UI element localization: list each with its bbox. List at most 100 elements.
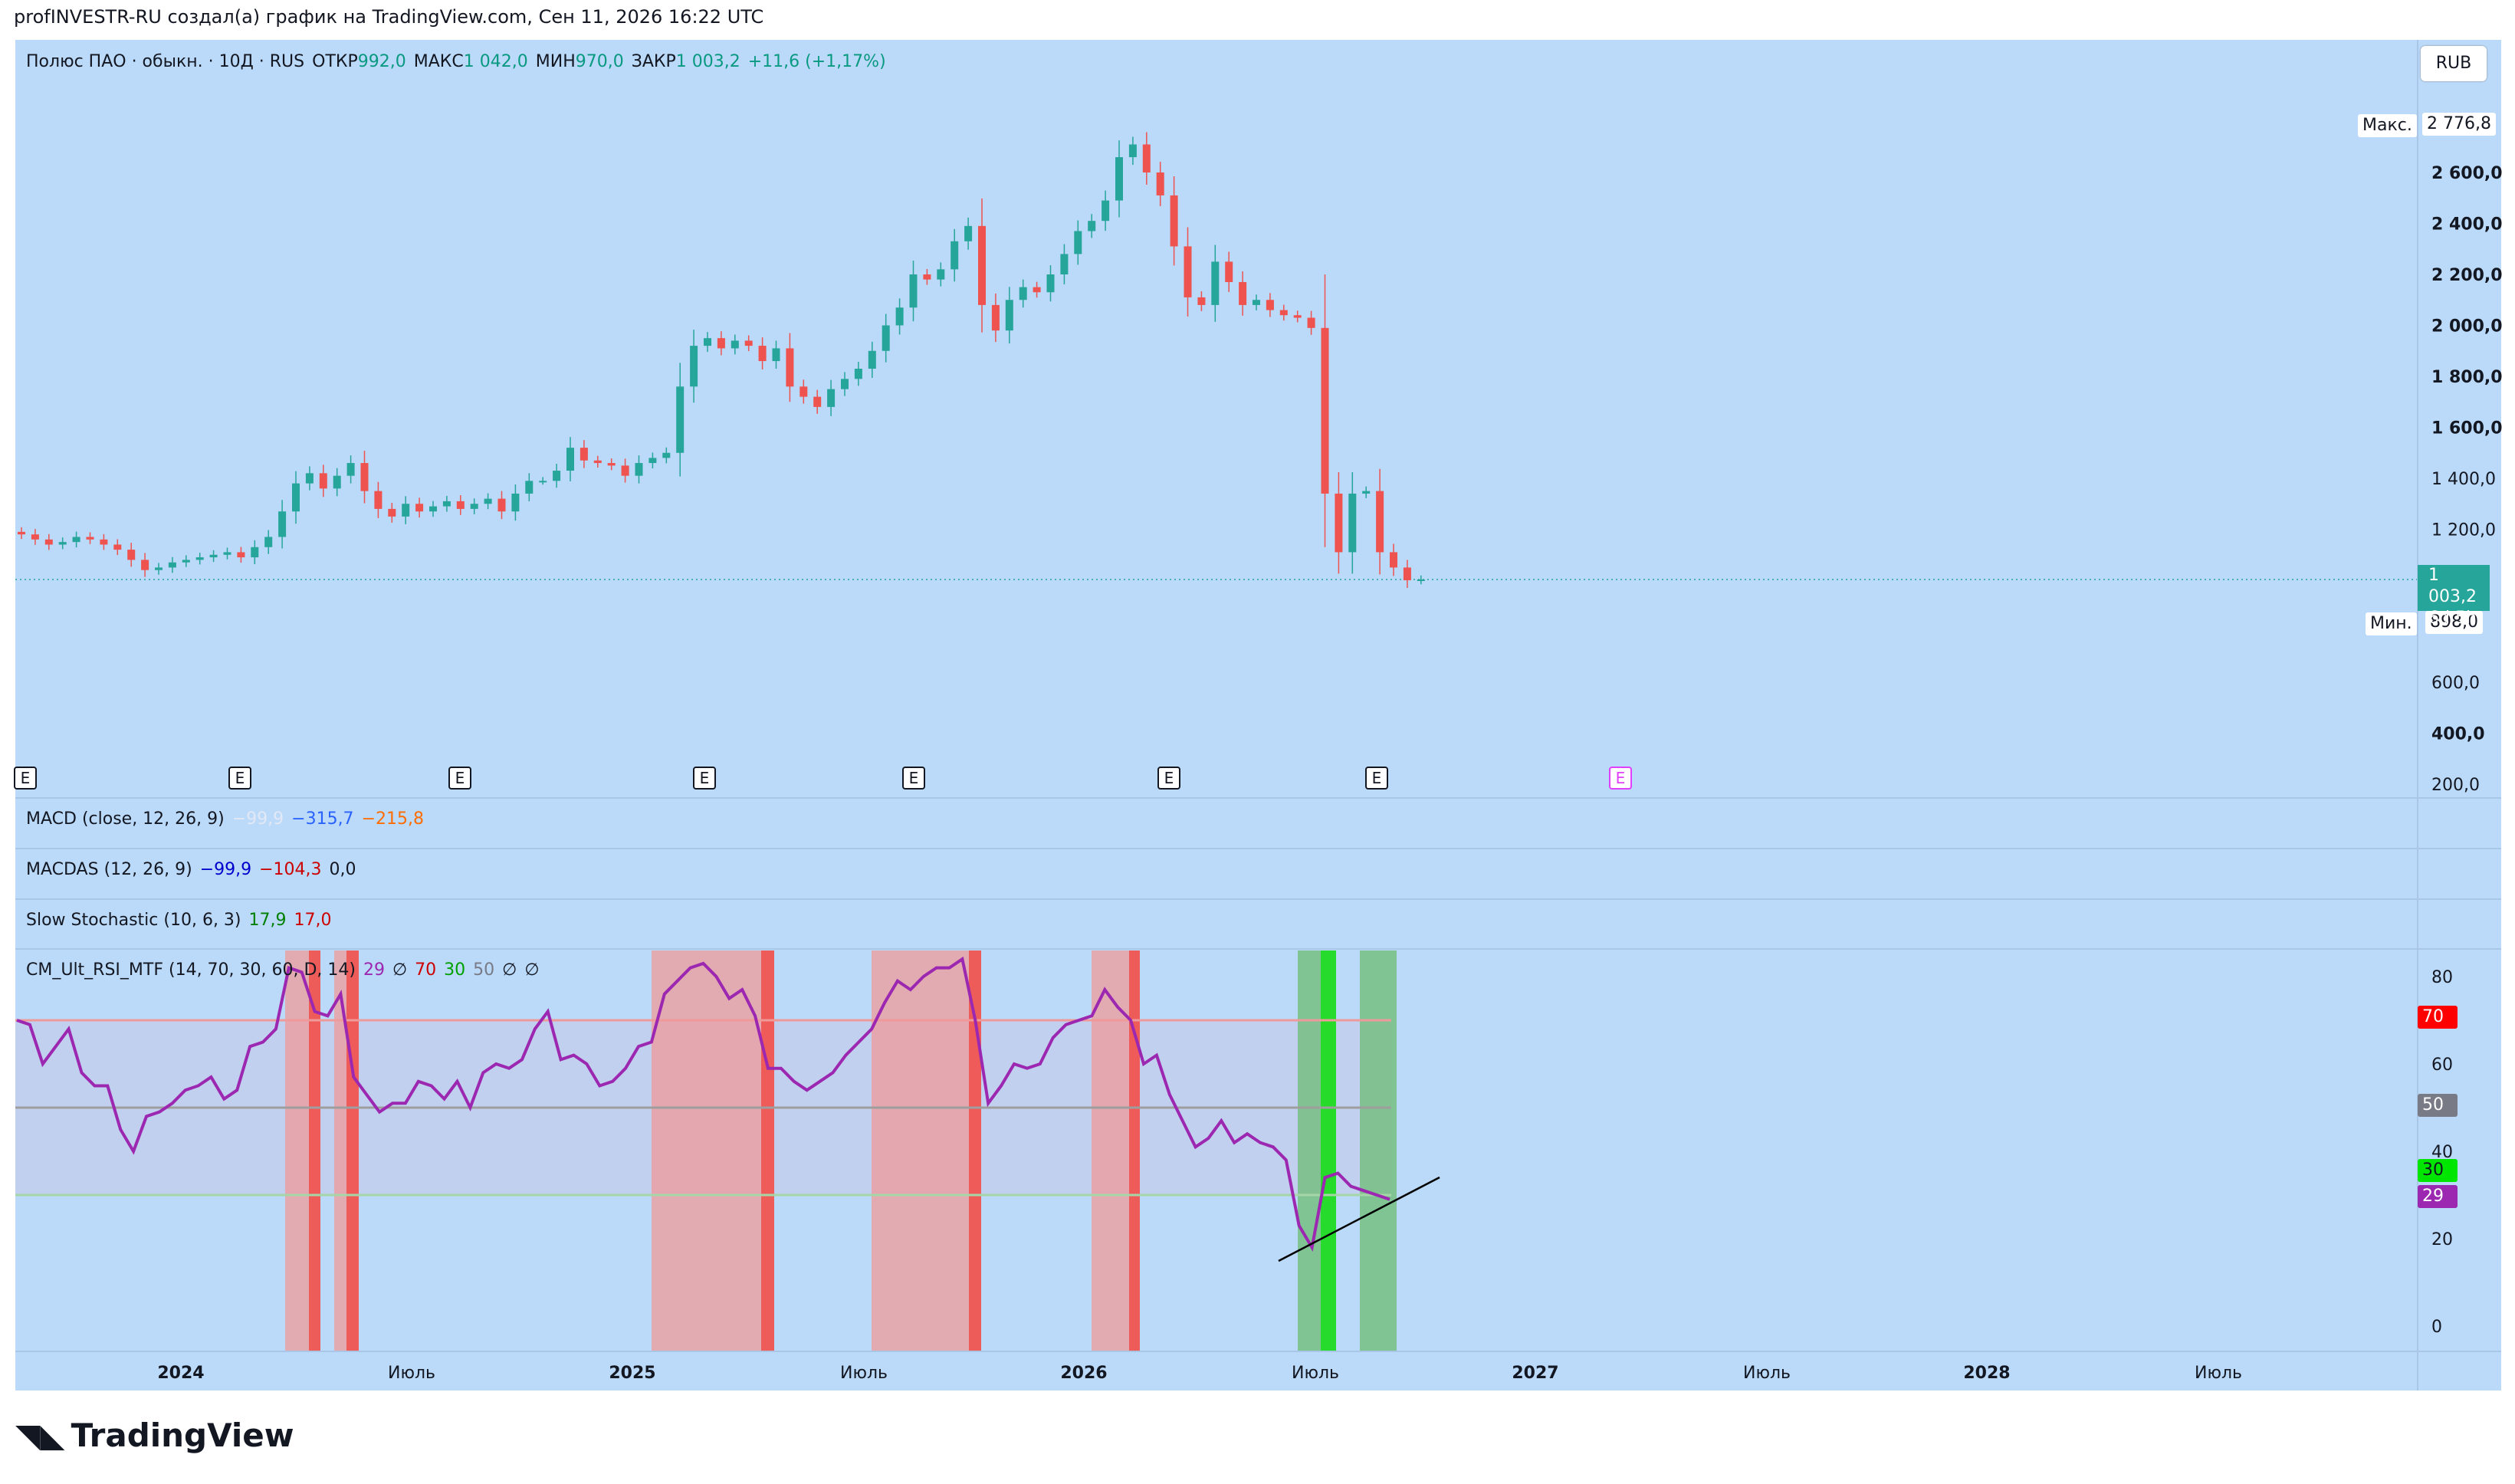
candle-body — [923, 274, 931, 280]
price-tick-label: 1 200,0 — [2431, 521, 2496, 540]
rsi-overbought-zone — [652, 950, 774, 1351]
price-tick-label: 600,0 — [2431, 674, 2480, 693]
candle-body — [648, 458, 657, 464]
candle-body — [1362, 491, 1371, 494]
price-tick-label: 1 800,0 — [2431, 368, 2503, 387]
tradingview-logo-text: TradingView — [71, 1417, 294, 1454]
candle-body — [566, 448, 574, 471]
pane-separator[interactable] — [15, 948, 2501, 950]
candle-body — [772, 348, 780, 362]
stochastic-legend[interactable]: Slow Stochastic (10, 6, 3) 17,9 17,0 — [26, 911, 339, 930]
main-legend[interactable]: Полюс ПАО · обыкн. · 10Д · RUS ОТКР992,0 М… — [26, 52, 894, 71]
stochastic-title[interactable]: Slow Stochastic (10, 6, 3) — [26, 911, 241, 930]
earnings-marker[interactable]: E — [902, 767, 925, 790]
pane-separator[interactable] — [15, 898, 2501, 900]
candle-body — [635, 463, 643, 476]
candle-body — [799, 386, 808, 397]
time-tick-label: 2026 — [1060, 1364, 1107, 1383]
rsi-v5: 50 — [473, 960, 495, 980]
earnings-marker[interactable]: E — [448, 767, 471, 790]
price-tick-label: 2 000,0 — [2431, 317, 2503, 337]
low-value: 970,0 — [575, 52, 624, 71]
candle-body — [415, 504, 424, 512]
rsi-title[interactable]: CM_Ult_RSI_MTF (14, 70, 30, 60, D, 14) — [26, 960, 356, 980]
macd-legend[interactable]: MACD (close, 12, 26, 9) −99,9 −315,7 −215,8 — [26, 809, 432, 829]
candle-body — [868, 350, 876, 369]
macd-hist: −99,9 — [231, 809, 284, 829]
candle-body — [1403, 567, 1411, 580]
candle-body — [402, 504, 410, 517]
earnings-marker[interactable]: E — [693, 767, 716, 790]
pane-separator[interactable] — [15, 797, 2501, 799]
macdas-legend[interactable]: MACDAS (12, 26, 9) −99,9 −104,3 0,0 — [26, 860, 364, 879]
candle-body — [346, 463, 355, 476]
open-label: ОТКР — [312, 52, 358, 71]
tradingview-logo[interactable]: ◥◣ TradingView — [15, 1417, 294, 1454]
candle-body — [1266, 300, 1274, 310]
candle-body — [44, 539, 53, 545]
candle-body — [744, 340, 753, 346]
close-value: 1 003,2 — [675, 52, 740, 71]
price-tick-label: 400,0 — [2431, 725, 2485, 744]
earnings-marker[interactable]: E — [1157, 767, 1180, 790]
candle-body — [1019, 287, 1027, 300]
rsi-tick-label: 0 — [2431, 1318, 2442, 1337]
rsi-oversold-stripe — [1321, 950, 1336, 1351]
earnings-marker[interactable]: E — [14, 767, 37, 790]
macd-line: −315,7 — [291, 809, 354, 829]
candle-body — [127, 550, 136, 560]
candle-body — [1142, 144, 1151, 172]
candle-body — [1170, 195, 1178, 247]
candle-body — [731, 340, 739, 349]
rsi-tick-label: 80 — [2431, 968, 2453, 987]
price-tick-label: 2 400,0 — [2431, 215, 2503, 235]
candle-body — [1417, 579, 1425, 582]
rsi-tag-29: 29 — [2418, 1185, 2458, 1208]
rsi-tick-label: 40 — [2431, 1143, 2453, 1162]
candle-body — [1005, 300, 1013, 331]
candle-body — [72, 537, 80, 543]
currency-button[interactable]: RUB — [2421, 46, 2487, 81]
candle-body — [593, 460, 602, 464]
rsi-v3: 70 — [415, 960, 437, 980]
candle-body — [31, 534, 39, 540]
candle-body — [1046, 274, 1055, 293]
pane-separator[interactable] — [15, 848, 2501, 849]
rsi-v1: 29 — [363, 960, 385, 980]
last-price-tag: 1 003,2 6d 5h — [2418, 565, 2490, 628]
earnings-marker[interactable]: E — [228, 767, 251, 790]
candle-body — [951, 241, 959, 270]
candle-body — [195, 557, 204, 560]
chart-attribution: profINVESTR-RU создал(а) график на Tradi… — [14, 6, 764, 28]
candle-body — [251, 547, 259, 558]
high-value: 1 042,0 — [463, 52, 528, 71]
macdas-title[interactable]: MACDAS (12, 26, 9) — [26, 860, 192, 879]
candle-body — [209, 554, 218, 558]
close-label: ЗАКР — [631, 52, 676, 71]
bar-countdown: 6d 5h — [2428, 609, 2477, 628]
candle-body — [58, 542, 67, 545]
open-value: 992,0 — [357, 52, 406, 71]
time-tick-label: 2028 — [1963, 1364, 2010, 1383]
rsi-tag-30: 30 — [2418, 1159, 2458, 1182]
price-tick-label: 2 600,0 — [2431, 164, 2503, 183]
candle-body — [621, 465, 629, 476]
candle-body — [1102, 200, 1110, 222]
symbol-title[interactable]: Полюс ПАО · обыкн. · 10Д · RUS — [26, 52, 305, 71]
candle-body — [964, 225, 973, 241]
rsi-tick-label: 60 — [2431, 1056, 2453, 1075]
earnings-marker[interactable]: E — [1365, 767, 1388, 790]
rsi-legend[interactable]: CM_Ult_RSI_MTF (14, 70, 30, 60, D, 14) 29… — [26, 960, 547, 980]
candle-body — [278, 511, 287, 537]
earnings-marker-upcoming[interactable]: E — [1609, 767, 1632, 790]
candle-body — [223, 552, 231, 555]
candle-body — [1348, 493, 1357, 553]
candle-body — [854, 369, 862, 379]
macd-signal: −215,8 — [361, 809, 424, 829]
candle-body — [1156, 172, 1164, 195]
candle-body — [18, 531, 25, 535]
tradingview-logo-icon: ◥◣ — [15, 1417, 65, 1454]
candle-body — [1335, 493, 1343, 553]
macd-title[interactable]: MACD (close, 12, 26, 9) — [26, 809, 225, 829]
